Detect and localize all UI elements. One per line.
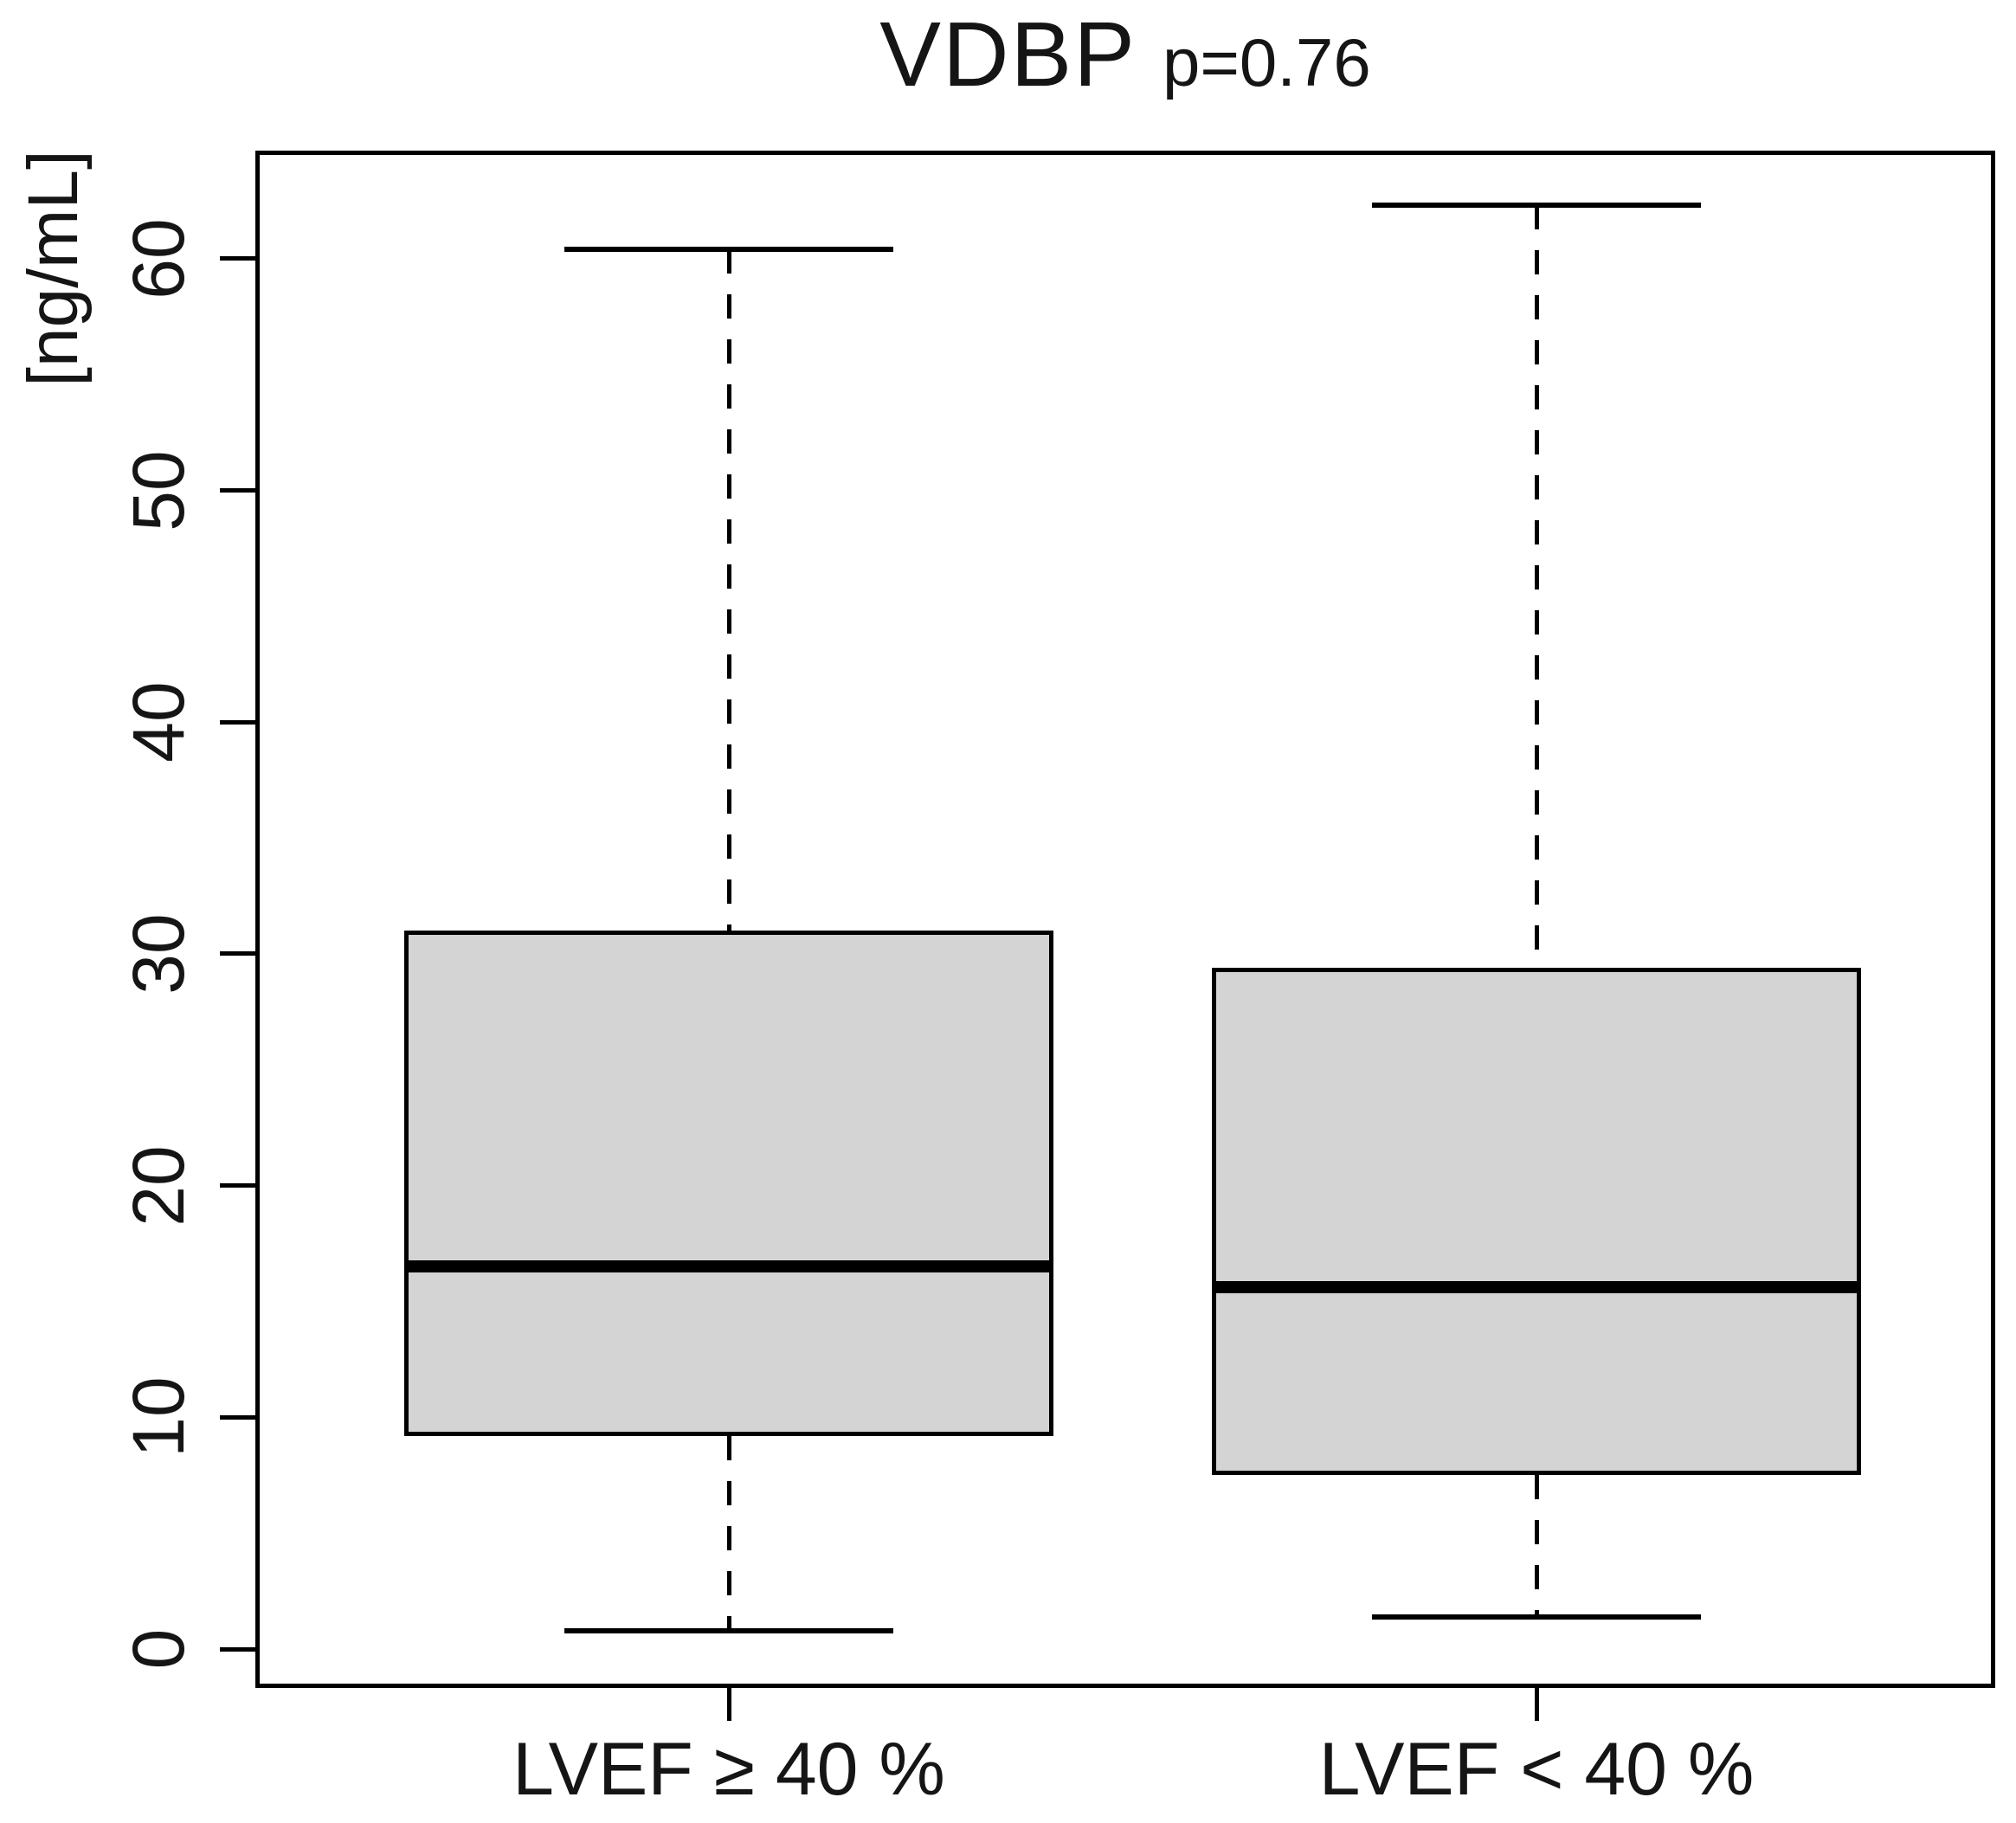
upper-whisker	[726, 249, 731, 931]
y-tick-label: 10	[117, 1376, 199, 1459]
x-tick-mark	[1534, 1688, 1539, 1721]
upper-whisker-cap	[564, 247, 893, 253]
lower-whisker-cap	[564, 1627, 893, 1633]
iqr-box	[404, 931, 1053, 1436]
x-tick-label: LVEF < 40 %	[1318, 1728, 1755, 1811]
y-tick-mark	[220, 488, 255, 493]
lower-whisker	[726, 1435, 731, 1631]
y-tick-mark	[220, 256, 255, 261]
lower-whisker	[1534, 1475, 1539, 1617]
y-tick-mark	[220, 1183, 255, 1188]
upper-whisker	[1534, 205, 1539, 968]
x-tick-label: LVEF ≥ 40 %	[512, 1728, 945, 1811]
y-tick-mark	[220, 719, 255, 725]
median-line	[404, 1260, 1053, 1273]
y-tick-label: 60	[117, 218, 199, 300]
x-tick-mark	[726, 1688, 731, 1721]
upper-whisker-cap	[1372, 203, 1701, 209]
y-tick-label: 0	[117, 1628, 199, 1670]
y-tick-mark	[220, 1414, 255, 1420]
y-tick-mark	[220, 1646, 255, 1652]
y-tick-label: 30	[117, 913, 199, 995]
iqr-box	[1212, 967, 1861, 1476]
lower-whisker-cap	[1372, 1614, 1701, 1620]
y-tick-label: 40	[117, 681, 199, 763]
title-pvalue: p=0.76	[1162, 24, 1371, 100]
chart-title: VDBP p=0.76	[255, 3, 1995, 106]
y-tick-label: 20	[117, 1144, 199, 1227]
y-tick-label: 50	[117, 449, 199, 531]
y-tick-mark	[220, 951, 255, 957]
title-main: VDBP	[879, 3, 1137, 106]
median-line	[1212, 1281, 1861, 1294]
